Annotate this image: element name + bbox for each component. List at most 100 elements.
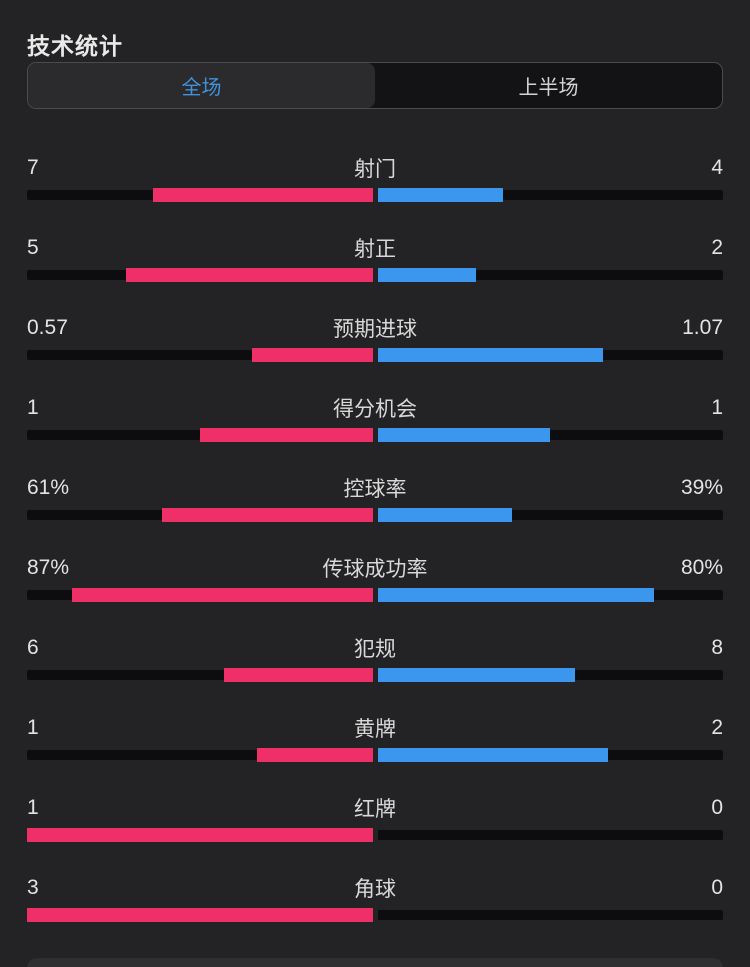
- away-bar-track: [377, 828, 723, 842]
- stat-label: 控球率: [343, 478, 407, 501]
- stat-label: 射正: [354, 238, 396, 261]
- away-bar-fill: [377, 348, 603, 362]
- stat-row: 1 红牌 0: [27, 773, 723, 853]
- away-value: 0: [711, 876, 723, 899]
- home-bar-fill: [199, 428, 373, 442]
- stat-row: 87% 传球成功率 80%: [27, 533, 723, 613]
- home-bar-track-bg: [27, 350, 373, 360]
- away-bar-fill: [377, 268, 477, 282]
- stat-values-line: 1 黄牌 2: [27, 713, 723, 741]
- home-value: 61%: [27, 476, 70, 499]
- home-value: 6: [27, 636, 39, 659]
- stat-row: 3 角球 0: [27, 853, 723, 933]
- home-value: 7: [27, 156, 39, 179]
- away-bar-track: [377, 908, 723, 922]
- home-bar-track: [27, 508, 373, 522]
- away-bar-track: [377, 668, 723, 682]
- home-bar-track: [27, 668, 373, 682]
- home-bar-track: [27, 908, 373, 922]
- home-value: 1: [27, 796, 39, 819]
- stat-label: 角球: [354, 878, 396, 901]
- stat-bar: [27, 428, 723, 442]
- stat-bar: [27, 268, 723, 282]
- stat-row: 0.57 预期进球 1.07: [27, 293, 723, 373]
- home-value: 1: [27, 396, 39, 419]
- home-bar-fill: [224, 668, 373, 682]
- stat-bar: [27, 188, 723, 202]
- away-bar-track: [377, 188, 723, 202]
- away-bar-track-bg: [377, 270, 723, 280]
- stat-row: 7 射门 4: [27, 133, 723, 213]
- away-value: 8: [711, 636, 723, 659]
- away-bar-track-bg: [377, 830, 723, 840]
- home-bar-track: [27, 748, 373, 762]
- stat-label: 得分机会: [333, 398, 417, 421]
- stat-values-line: 1 得分机会 1: [27, 393, 723, 421]
- home-bar-track: [27, 348, 373, 362]
- stat-bar: [27, 348, 723, 362]
- stat-label: 黄牌: [354, 718, 396, 741]
- away-bar-track-bg: [377, 190, 723, 200]
- home-bar-track: [27, 828, 373, 842]
- tab-first-half[interactable]: 上半场: [518, 77, 579, 99]
- home-bar-track-bg: [27, 750, 373, 760]
- home-bar-track: [27, 268, 373, 282]
- away-bar-track-bg: [377, 510, 723, 520]
- home-bar-fill: [71, 588, 373, 602]
- home-bar-track: [27, 188, 373, 202]
- stat-label: 传球成功率: [322, 558, 428, 581]
- away-value: 2: [711, 716, 723, 739]
- away-bar-track: [377, 588, 723, 602]
- stat-values-line: 3 角球 0: [27, 873, 723, 901]
- stats-list: 7 射门 4 5 射正 2: [27, 133, 723, 933]
- away-bar-fill: [377, 668, 575, 682]
- home-bar-fill: [27, 828, 373, 842]
- home-value: 3: [27, 876, 39, 899]
- away-bar-track: [377, 348, 723, 362]
- stat-bar: [27, 508, 723, 522]
- home-bar-fill: [27, 908, 373, 922]
- home-bar-track: [27, 588, 373, 602]
- stat-label: 红牌: [354, 798, 396, 821]
- home-value: 5: [27, 236, 39, 259]
- stat-row: 1 得分机会 1: [27, 373, 723, 453]
- next-section-edge: [27, 958, 723, 967]
- stat-values-line: 87% 传球成功率 80%: [27, 553, 723, 581]
- away-value: 4: [711, 156, 723, 179]
- home-bar-track-bg: [27, 670, 373, 680]
- stat-values-line: 0.57 预期进球 1.07: [27, 313, 723, 341]
- away-bar-fill: [377, 748, 608, 762]
- stat-bar: [27, 668, 723, 682]
- stat-values-line: 5 射正 2: [27, 233, 723, 261]
- away-bar-fill: [377, 188, 504, 202]
- away-value: 39%: [680, 476, 723, 499]
- stat-values-line: 6 犯规 8: [27, 633, 723, 661]
- away-bar-track-bg: [377, 910, 723, 920]
- stat-values-line: 61% 控球率 39%: [27, 473, 723, 501]
- away-value: 80%: [680, 556, 723, 579]
- home-bar-fill: [257, 748, 373, 762]
- tab-full-match[interactable]: 全场: [28, 63, 375, 108]
- stat-row: 61% 控球率 39%: [27, 453, 723, 533]
- home-bar-fill: [152, 188, 373, 202]
- away-value: 1.07: [682, 316, 723, 339]
- stat-bar: [27, 588, 723, 602]
- away-bar-track: [377, 748, 723, 762]
- away-bar-fill: [377, 428, 551, 442]
- away-bar-fill: [377, 508, 513, 522]
- stat-label: 射门: [354, 158, 396, 181]
- stat-bar: [27, 828, 723, 842]
- stat-row: 5 射正 2: [27, 213, 723, 293]
- away-bar-track: [377, 428, 723, 442]
- away-value: 0: [711, 796, 723, 819]
- away-value: 1: [711, 396, 723, 419]
- period-tabs: 全场 上半场: [27, 62, 723, 109]
- stat-label: 预期进球: [333, 318, 417, 341]
- stat-values-line: 7 射门 4: [27, 153, 723, 181]
- home-value: 1: [27, 716, 39, 739]
- home-bar-fill: [161, 508, 373, 522]
- home-value: 87%: [27, 556, 70, 579]
- home-bar-track: [27, 428, 373, 442]
- away-bar-track-bg: [377, 430, 723, 440]
